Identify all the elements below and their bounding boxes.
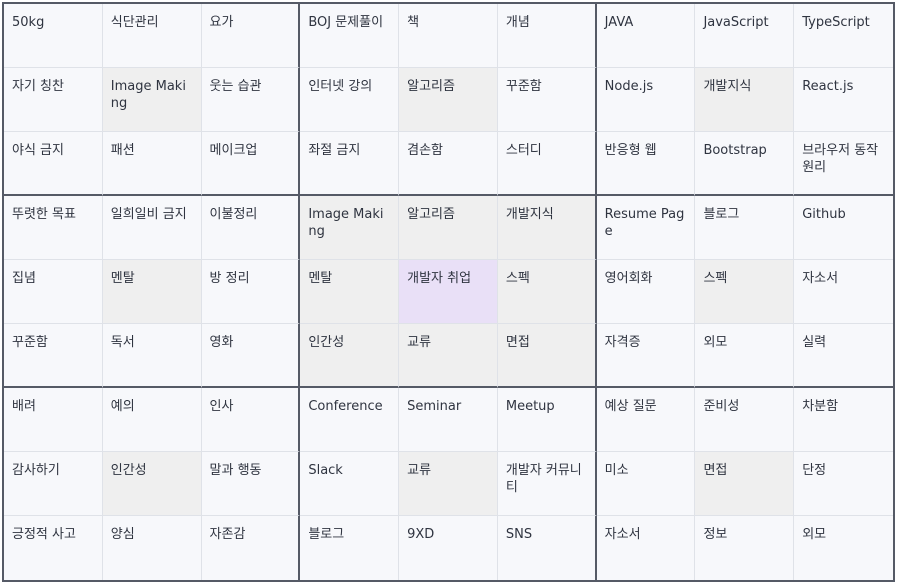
- goal-cell: 실력: [794, 324, 893, 388]
- goal-cell: React.js: [794, 68, 893, 132]
- goal-cell: 블로그: [695, 196, 795, 260]
- goal-cell: 겸손함: [399, 132, 498, 196]
- goal-cell: 영어회화: [596, 260, 696, 324]
- goal-cell: BOJ 문제풀이: [300, 4, 400, 68]
- sub-goal-cell: 멘탈: [102, 260, 202, 324]
- goal-cell: 정보: [695, 516, 795, 580]
- sub-goal-cell: 스펙: [695, 260, 795, 324]
- goal-cell: 9XD: [399, 516, 498, 580]
- goal-cell: 좌절 금지: [300, 132, 400, 196]
- goal-cell: 야식 금지: [4, 132, 103, 196]
- goal-cell: 반응형 웹: [596, 132, 696, 196]
- sub-goal-cell: 교류: [399, 452, 498, 516]
- goal-cell: 책: [399, 4, 498, 68]
- goal-cell: Slack: [300, 452, 400, 516]
- goal-cell: 이불정리: [201, 196, 301, 260]
- goal-cell: 인사: [201, 388, 301, 452]
- goal-cell: 뚜렷한 목표: [4, 196, 103, 260]
- goal-cell: 자기 칭찬: [4, 68, 103, 132]
- sub-goal-cell: 알고리즘: [399, 68, 498, 132]
- goal-cell: 말과 행동: [201, 452, 301, 516]
- goal-cell: Bootstrap: [695, 132, 795, 196]
- sub-goal-cell: 면접: [695, 452, 795, 516]
- sub-goal-cell: Image Making: [102, 68, 202, 132]
- goal-cell: 자소서: [596, 516, 696, 580]
- goal-cell: 스터디: [497, 132, 597, 196]
- goal-cell: 방 정리: [201, 260, 301, 324]
- goal-cell: 알고리즘: [399, 196, 498, 260]
- goal-cell: 인간성: [300, 324, 400, 388]
- goal-cell: 준비성: [695, 388, 795, 452]
- goal-cell: 외모: [695, 324, 795, 388]
- goal-cell: 면접: [497, 324, 597, 388]
- goal-cell: 개발자 커뮤니티: [497, 452, 597, 516]
- goal-cell: 일희일비 금지: [102, 196, 202, 260]
- goal-cell: 배려: [4, 388, 103, 452]
- goal-cell: 독서: [102, 324, 202, 388]
- goal-cell: Node.js: [596, 68, 696, 132]
- sub-goal-cell: 인간성: [102, 452, 202, 516]
- goal-cell: 웃는 습관: [201, 68, 301, 132]
- goal-cell: Seminar: [399, 388, 498, 452]
- goal-cell: 차분함: [794, 388, 893, 452]
- goal-cell: JavaScript: [695, 4, 795, 68]
- goal-cell: 집념: [4, 260, 103, 324]
- goal-cell: 외모: [794, 516, 893, 580]
- goal-cell: 인터넷 강의: [300, 68, 400, 132]
- goal-cell: 예의: [102, 388, 202, 452]
- goal-cell: 블로그: [300, 516, 400, 580]
- goal-cell: Conference: [300, 388, 400, 452]
- goal-cell: 자소서: [794, 260, 893, 324]
- goal-cell: 긍정적 사고: [4, 516, 103, 580]
- goal-cell: 스펙: [497, 260, 597, 324]
- goal-cell: 멘탈: [300, 260, 400, 324]
- goal-cell: Meetup: [497, 388, 597, 452]
- goal-cell: 브라우저 동작원리: [794, 132, 893, 196]
- goal-cell: 예상 질문: [596, 388, 696, 452]
- goal-cell: JAVA: [596, 4, 696, 68]
- goal-cell: 감사하기: [4, 452, 103, 516]
- goal-cell: 패션: [102, 132, 202, 196]
- goal-cell: 식단관리: [102, 4, 202, 68]
- goal-cell: 양심: [102, 516, 202, 580]
- goal-cell: 요가: [201, 4, 301, 68]
- goal-cell: TypeScript: [794, 4, 893, 68]
- goal-cell: 꾸준함: [497, 68, 597, 132]
- goal-cell: 교류: [399, 324, 498, 388]
- goal-cell: 메이크업: [201, 132, 301, 196]
- goal-cell: Image Making: [300, 196, 400, 260]
- goal-cell: 영화: [201, 324, 301, 388]
- goal-cell: 자존감: [201, 516, 301, 580]
- sub-goal-cell: 개발지식: [695, 68, 795, 132]
- goal-cell: 꾸준함: [4, 324, 103, 388]
- core-goal-cell: 개발자 취업: [399, 260, 498, 324]
- goal-cell: Resume Page: [596, 196, 696, 260]
- goal-cell: 미소: [596, 452, 696, 516]
- goal-cell: 개념: [497, 4, 597, 68]
- goal-cell: 개발지식: [497, 196, 597, 260]
- goal-cell: 자격증: [596, 324, 696, 388]
- goal-cell: 단정: [794, 452, 893, 516]
- goal-cell: 50kg: [4, 4, 103, 68]
- goal-cell: SNS: [497, 516, 597, 580]
- goal-cell: Github: [794, 196, 893, 260]
